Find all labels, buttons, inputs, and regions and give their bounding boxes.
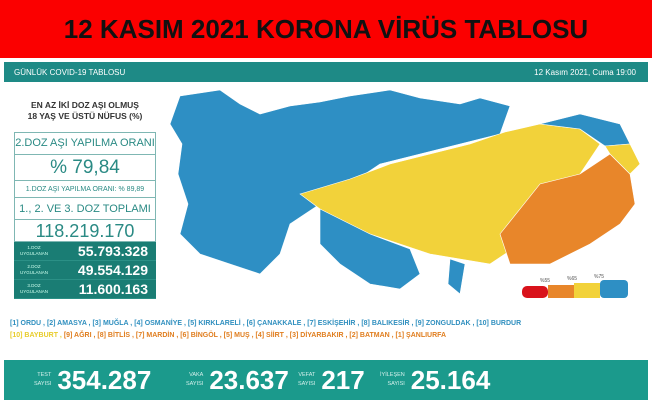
subheader-date: 12 Kasım 2021, Cuma 19:00 (534, 67, 636, 77)
dose-label: UYGULANAN (19, 289, 48, 294)
stat-value: 23.637 (209, 364, 289, 395)
total-label: 1., 2. VE 3. DOZ TOPLAMI (14, 197, 156, 219)
total-value: 118.219.170 (14, 219, 156, 242)
second-dose-value: % 79,84 (14, 154, 156, 180)
second-dose-label: 2.DOZ AŞI YAPILMA ORANI (14, 132, 156, 154)
turkey-vaccination-map: %55 %65 %75 (169, 89, 641, 298)
panel-heading-1: EN AZ İKİ DOZ AŞI OLMUŞ (31, 100, 139, 110)
bottom-list-first: [10] BAYBURT , (10, 332, 62, 339)
dose-label: 2.DOZ (27, 264, 41, 269)
vaccine-panel: EN AZ İKİ DOZ AŞI OLMUŞ 18 YAŞ VE ÜSTÜ N… (14, 100, 156, 299)
legend-orange (548, 285, 574, 298)
dose-value: 49.554.129 (77, 262, 148, 278)
bottom-provinces-list: [9] AĞRI , [8] BİTLİS , [7] MARDİN , [6]… (61, 332, 447, 339)
legend-yellow (574, 283, 600, 298)
dose-row: 1.DOZ UYGULANAN 55.793.328 (14, 242, 156, 261)
map-southeast-orange (499, 153, 636, 265)
legend-tick: %65 (567, 276, 577, 282)
legend-blue (600, 280, 628, 298)
stat-recovered: İYİLEŞEN SAYISI 25.164 (380, 360, 490, 400)
legend-scale: %55 %65 %75 (522, 274, 628, 298)
stat-label: TEST SAYISI (34, 372, 52, 387)
dose-value: 55.793.328 (77, 243, 148, 259)
dose-row: 3.DOZ UYGULANAN 11.600.163 (14, 280, 156, 299)
dose-label: 3.DOZ (27, 283, 41, 288)
stat-deaths: VEFAT SAYISI 217 (298, 360, 365, 400)
ranking-lists: [1] ORDU , [2] AMASYA , [3] MUĞLA , [4] … (10, 318, 646, 342)
legend-tick: %55 (540, 278, 550, 284)
first-dose-rate: 1.DOZ AŞI YAPILMA ORANI: % 89,89 (14, 180, 156, 197)
legend-red (522, 286, 548, 298)
dose-label: UYGULANAN (19, 251, 48, 256)
map-hatay-blue (447, 258, 466, 295)
subheader: GÜNLÜK COVID-19 TABLOSU 12 Kasım 2021, C… (4, 62, 648, 82)
legend-tick: %75 (594, 274, 604, 280)
stat-value: 354.287 (57, 364, 152, 395)
dose-row: 2.DOZ UYGULANAN 49.554.129 (14, 261, 156, 280)
map-northeast-yellow (604, 143, 641, 175)
stat-test: TEST SAYISI 354.287 (34, 360, 151, 400)
subheader-title: GÜNLÜK COVID-19 TABLOSU (14, 67, 126, 77)
dose-label: UYGULANAN (19, 270, 48, 275)
title-banner: 12 KASIM 2021 KORONA VİRÜS TABLOSU (0, 0, 652, 58)
stat-value: 25.164 (410, 364, 491, 395)
page-title: 12 KASIM 2021 KORONA VİRÜS TABLOSU (63, 14, 589, 44)
stat-cases: VAKA SAYISI 23.637 (186, 360, 289, 400)
stat-value: 217 (321, 364, 365, 395)
stat-label: VAKA SAYISI (186, 372, 204, 387)
dose-value: 11.600.163 (78, 281, 148, 297)
top-provinces-list: [1] ORDU , [2] AMASYA , [3] MUĞLA , [4] … (10, 320, 522, 327)
map-south-blue (319, 208, 421, 290)
dose-label: 1.DOZ (27, 245, 41, 250)
stat-label: VEFAT SAYISI (298, 372, 316, 387)
stat-label: İYİLEŞEN SAYISI (380, 372, 405, 387)
daily-stats-bar: TEST SAYISI 354.287 VAKA SAYISI 23.637 VEFAT… (4, 360, 648, 400)
panel-heading-2: 18 YAŞ VE ÜSTÜ NÜFUS (%) (27, 111, 143, 121)
